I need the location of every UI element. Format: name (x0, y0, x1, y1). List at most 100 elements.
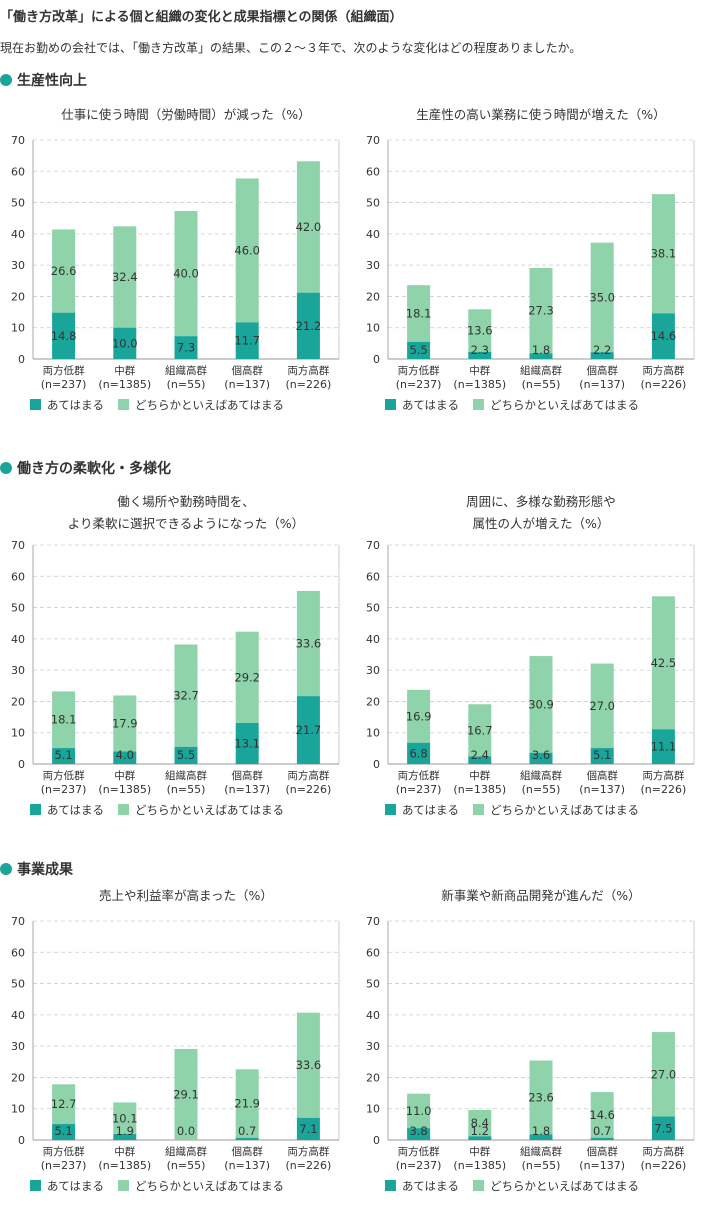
bar-segment-applies (174, 336, 198, 359)
bar-segment-somewhat-applies (296, 1012, 320, 1118)
x-category-label: 個高群 (231, 769, 263, 782)
y-tick-label: 20 (366, 1071, 380, 1084)
section-title: 事業成果 (17, 862, 73, 878)
bar-segment-applies (407, 742, 431, 764)
chart-work-hours-reduced: 仕事に使う時間（労働時間）が減った（%） 0 10 20 30 40 50 60 70 26.6 1… (11, 107, 340, 412)
data-label-applies: 14.8 (51, 329, 77, 343)
data-label-applies: 0.7 (593, 1124, 611, 1138)
y-tick-label: 0 (18, 353, 25, 366)
y-tick-label: 30 (366, 259, 380, 272)
y-tick-label: 30 (11, 664, 25, 677)
section-header-flexibility: 働き方の柔軟化・多様化 (0, 458, 171, 478)
y-tick-label: 10 (366, 727, 380, 740)
bar-segment-somewhat-applies (52, 691, 76, 749)
x-category-label: 両方低群 (43, 364, 85, 377)
bar-segment-somewhat-applies (296, 590, 320, 697)
legend-label-somewhat-applies: どちらかといえばあてはまる (135, 398, 284, 412)
data-label-somewhat-applies: 16.9 (406, 709, 432, 723)
bar-segment-somewhat-applies (529, 1060, 553, 1135)
x-category-label: 個高群 (586, 364, 618, 377)
x-category-label: 両方高群 (642, 364, 684, 377)
data-label-somewhat-applies: 40.0 (173, 267, 199, 281)
y-tick-label: 0 (373, 758, 380, 771)
data-label-somewhat-applies: 35.0 (589, 290, 615, 304)
bar-segment-applies (235, 322, 259, 359)
data-label-somewhat-applies: 30.9 (528, 697, 554, 711)
x-category-label: 組織高群 (165, 769, 207, 782)
y-tick-label: 10 (366, 322, 380, 335)
x-category-label: 組織高群 (165, 1145, 207, 1158)
data-label-applies: 1.2 (471, 1124, 489, 1138)
data-label-applies: 5.1 (54, 1124, 72, 1138)
x-category-label: 両方低群 (398, 1145, 440, 1158)
data-label-somewhat-applies: 8.4 (471, 1116, 489, 1130)
y-tick-label: 30 (366, 1040, 380, 1053)
data-label-somewhat-applies: 10.1 (112, 1111, 138, 1125)
data-label-applies: 1.9 (116, 1124, 134, 1138)
bar-segment-somewhat-applies (52, 1084, 76, 1125)
y-tick-label: 30 (11, 259, 25, 272)
data-label-applies: 11.1 (651, 740, 677, 754)
bar-segment-applies (52, 312, 76, 359)
chart-title: 新事業や新商品開発が進んだ（%） (441, 888, 640, 903)
y-tick-label: 20 (366, 290, 380, 303)
x-category-n-label: (n=226) (286, 1159, 332, 1172)
x-category-n-label: (n=237) (396, 1159, 442, 1172)
x-category-label: 両方高群 (287, 1145, 329, 1158)
bar-segment-applies (651, 313, 675, 359)
data-label-applies: 5.1 (593, 748, 611, 762)
x-category-label: 両方高群 (287, 364, 329, 377)
legend-label-applies: あてはまる (47, 1179, 104, 1193)
data-label-somewhat-applies: 18.1 (51, 713, 77, 727)
x-category-label: 個高群 (586, 1145, 618, 1158)
y-tick-label: 60 (11, 165, 25, 178)
y-tick-label: 70 (11, 539, 25, 552)
y-tick-label: 50 (366, 197, 380, 210)
y-tick-label: 40 (366, 1009, 380, 1022)
bar-segment-applies (407, 341, 431, 359)
data-label-applies: 5.1 (54, 748, 72, 762)
data-label-applies: 7.3 (177, 341, 195, 355)
bar-segment-somewhat-applies (113, 226, 137, 328)
data-label-somewhat-applies: 29.1 (173, 1087, 199, 1101)
bar-segment-somewhat-applies (407, 689, 431, 743)
y-tick-label: 70 (366, 134, 380, 147)
data-label-applies: 0.0 (177, 1124, 195, 1138)
data-label-somewhat-applies: 16.7 (467, 723, 493, 737)
bar-segment-applies (52, 748, 76, 764)
bar-segment-applies (590, 352, 614, 359)
data-label-somewhat-applies: 17.9 (112, 716, 138, 730)
bar-segment-applies (407, 1128, 431, 1140)
chart-title: 仕事に使う時間（労働時間）が減った（%） (61, 107, 310, 122)
legend-swatch-somewhat-applies (118, 1180, 129, 1191)
bar-segment-applies (296, 696, 320, 764)
y-tick-label: 0 (373, 1134, 380, 1147)
data-label-somewhat-applies: 23.6 (528, 1090, 554, 1104)
data-label-somewhat-applies: 13.6 (467, 324, 493, 338)
y-tick-label: 60 (11, 570, 25, 583)
bar-segment-applies (113, 327, 137, 359)
legend-swatch-applies (30, 1180, 41, 1191)
bar-segment-somewhat-applies (590, 242, 614, 353)
y-tick-label: 40 (11, 1009, 25, 1022)
x-category-label: 両方高群 (642, 769, 684, 782)
bar-segment-somewhat-applies (407, 285, 431, 342)
x-category-n-label: (n=1385) (98, 783, 151, 796)
legend-swatch-applies (385, 1180, 396, 1191)
data-label-applies: 7.5 (654, 1121, 672, 1135)
legend-label-applies: あてはまる (402, 1179, 459, 1193)
bar-segment-somewhat-applies (174, 1048, 198, 1140)
bar-segment-applies (174, 746, 198, 764)
y-tick-label: 60 (366, 165, 380, 178)
x-category-n-label: (n=237) (396, 783, 442, 796)
data-label-somewhat-applies: 14.6 (589, 1108, 615, 1122)
data-label-applies: 2.2 (593, 343, 611, 357)
data-label-applies: 2.4 (471, 748, 489, 762)
chart-title: 働く場所や勤務時間を、 (117, 494, 255, 509)
x-category-n-label: (n=137) (224, 783, 270, 796)
y-tick-label: 20 (11, 290, 25, 303)
x-category-n-label: (n=226) (286, 378, 332, 391)
chart-title: 生産性の高い業務に使う時間が増えた（%） (416, 107, 665, 122)
y-tick-label: 10 (11, 322, 25, 335)
